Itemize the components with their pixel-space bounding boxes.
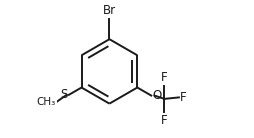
Text: S: S	[61, 88, 68, 101]
Text: F: F	[161, 114, 168, 127]
Text: CH₃: CH₃	[36, 97, 55, 107]
Text: F: F	[180, 91, 186, 104]
Text: F: F	[161, 71, 168, 84]
Text: O: O	[152, 89, 161, 102]
Text: Br: Br	[103, 4, 116, 17]
